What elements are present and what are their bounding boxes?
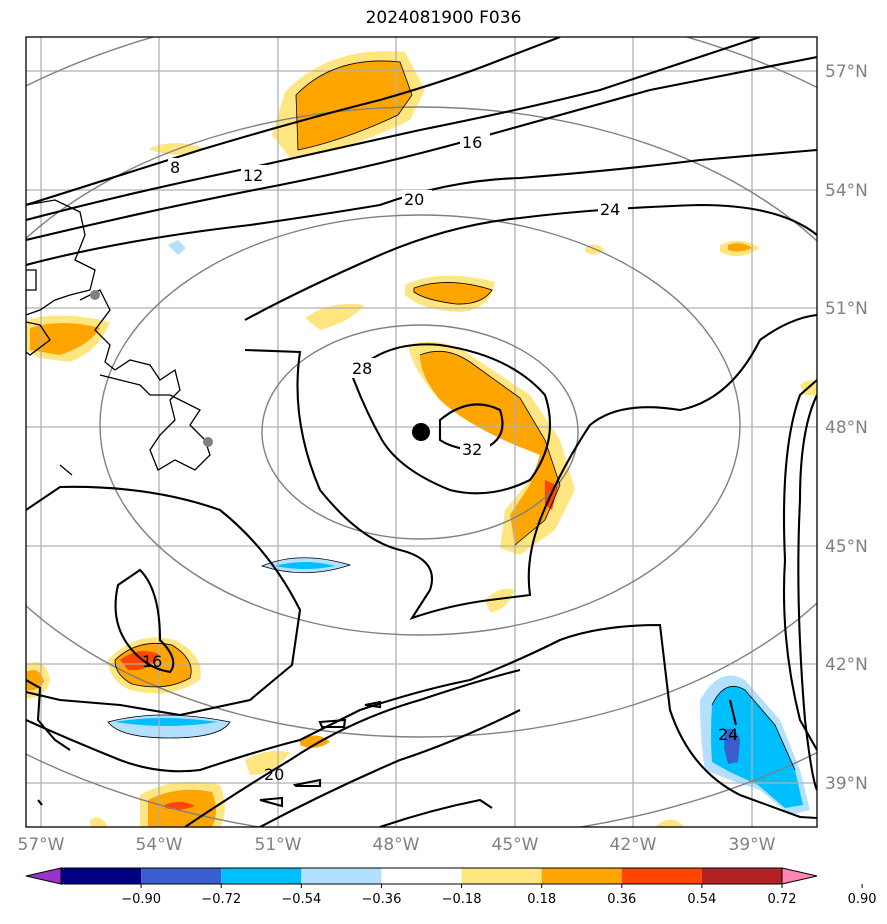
lon-tick: 57°W bbox=[18, 835, 65, 855]
colorbar-tick-label: −0.36 bbox=[362, 892, 402, 907]
lon-tick: 51°W bbox=[255, 835, 302, 855]
colorbar-tick-label: 0.72 bbox=[768, 892, 797, 907]
contour-label: 24 bbox=[718, 725, 738, 744]
colorbar-segment bbox=[461, 868, 542, 884]
colorbar-segment bbox=[301, 868, 382, 884]
contour-label: 32 bbox=[462, 440, 482, 459]
colorbar-segment bbox=[141, 868, 222, 884]
contour-label: 8 bbox=[170, 158, 180, 177]
lon-tick: 42°W bbox=[610, 835, 657, 855]
colorbar-tick-label: −0.90 bbox=[121, 892, 161, 907]
contour-label: 28 bbox=[352, 359, 372, 378]
colorbar-segment bbox=[541, 868, 622, 884]
storm-center-marker bbox=[412, 423, 430, 441]
lat-tick: 42°N bbox=[825, 655, 868, 675]
contour-label: 16 bbox=[462, 133, 482, 152]
lat-tick: 57°N bbox=[825, 62, 868, 82]
contour-label: 24 bbox=[600, 200, 620, 219]
colorbar-tick-label: 0.36 bbox=[607, 892, 636, 907]
map-frame bbox=[25, 36, 818, 828]
colorbar-frame bbox=[60, 867, 783, 885]
lat-tick: 39°N bbox=[825, 774, 868, 794]
lon-tick: 45°W bbox=[492, 835, 539, 855]
colorbar-tick-label: 0.54 bbox=[687, 892, 716, 907]
colorbar-extend-high bbox=[781, 867, 818, 885]
negative-shading bbox=[108, 240, 810, 815]
contour-labels: 8 12 16 20 24 28 32 16 24 20 bbox=[142, 132, 738, 784]
lon-tick-labels: 57°W 54°W 51°W 48°W 45°W 42°W 39°W bbox=[18, 835, 776, 855]
colorbar-tick-label: −0.54 bbox=[281, 892, 321, 907]
colorbar-tick-label: −0.72 bbox=[201, 892, 241, 907]
colorbar-tick-label: −0.18 bbox=[442, 892, 482, 907]
colorbar-segment bbox=[701, 868, 782, 884]
colorbar: −0.90 −0.72 −0.54 −0.36 −0.18 0.18 0.36 0.54 0.7… bbox=[25, 867, 877, 907]
lat-tick: 48°N bbox=[825, 418, 868, 438]
contour-label: 20 bbox=[404, 190, 424, 209]
colorbar-segment bbox=[381, 868, 462, 884]
contour-label: 20 bbox=[264, 765, 284, 784]
colorbar-extend-low bbox=[25, 867, 62, 885]
lat-tick: 45°N bbox=[825, 537, 868, 557]
colorbar-segment bbox=[61, 868, 142, 884]
lon-tick: 54°W bbox=[136, 835, 183, 855]
colorbar-tick-label: 0.90 bbox=[848, 892, 877, 907]
contour-label: 16 bbox=[142, 652, 162, 671]
positive-shading bbox=[26, 51, 817, 827]
lat-tick: 51°N bbox=[825, 299, 868, 319]
contours bbox=[26, 37, 817, 827]
colorbar-segment bbox=[621, 868, 702, 884]
range-circles bbox=[26, 37, 817, 827]
lon-tick: 48°W bbox=[373, 835, 420, 855]
lat-tick: 54°N bbox=[825, 181, 868, 201]
lat-tick-labels: 57°N 54°N 51°N 48°N 45°N 42°N 39°N bbox=[825, 62, 868, 794]
colorbar-segment bbox=[221, 868, 302, 884]
contour-label: 12 bbox=[243, 166, 263, 185]
lon-tick: 39°W bbox=[729, 835, 776, 855]
shading-outlines bbox=[107, 60, 796, 771]
colorbar-tick-label: 0.18 bbox=[527, 892, 556, 907]
map-title: 2024081900 F036 bbox=[365, 8, 522, 28]
